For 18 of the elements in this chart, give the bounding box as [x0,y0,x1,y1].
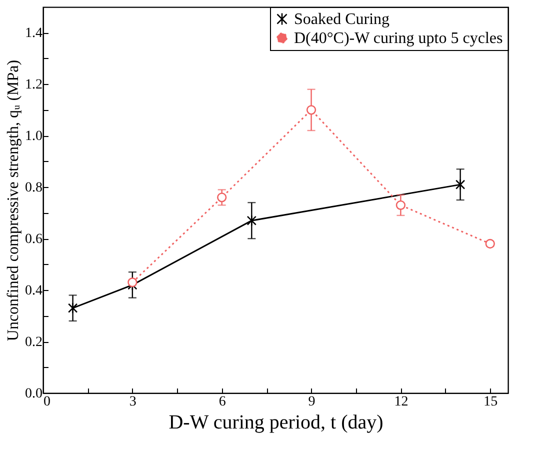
x-tick-label: 3 [129,394,136,410]
x-tick-label: 9 [308,394,316,410]
legend-label: Soaked Curing [294,11,390,28]
y-axis-title: Unconfined compressive strength, qᵤ (MPa) [5,60,22,342]
x-tick-label: 6 [218,394,226,410]
x-tick-label: 12 [394,394,408,410]
y-tick-label: 1.4 [25,26,42,42]
y-tick-label: 0.2 [25,335,42,350]
legend-label: D(40°C)-W curing upto 5 cycles [294,30,503,47]
y-tick-label: 0.6 [25,232,42,248]
x-tick-label: 0 [44,394,50,410]
x-axis-title: D-W curing period, t (day) [168,412,384,434]
y-tick-label: 1.0 [25,129,42,144]
y-tick-label: 0.8 [25,180,42,196]
y-tick-label: 1.2 [25,78,42,93]
y-tick-label: 0.4 [25,284,42,299]
y-tick-label: 0.0 [25,386,42,402]
x-tick-label: 15 [484,394,498,410]
